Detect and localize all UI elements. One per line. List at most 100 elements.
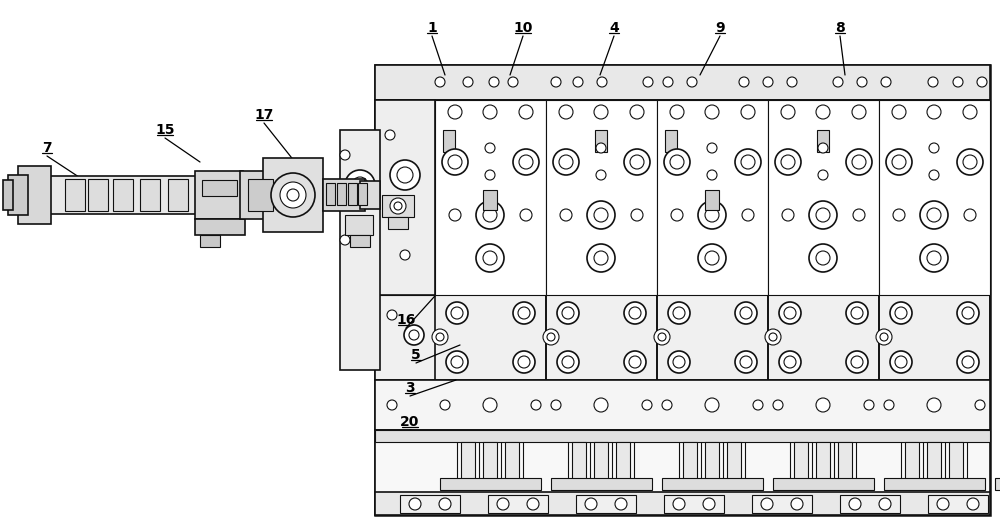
Circle shape [560,209,572,221]
Circle shape [345,170,375,200]
Circle shape [594,105,608,119]
Bar [400,495,460,513]
Circle shape [553,149,579,175]
Bar [572,442,586,480]
Circle shape [852,155,866,169]
Circle shape [740,307,752,319]
Circle shape [852,105,866,119]
Circle shape [927,251,941,265]
Circle shape [624,351,646,373]
Bar [488,495,548,513]
Circle shape [629,307,641,319]
Bar [3,180,13,210]
Circle shape [846,149,872,175]
Circle shape [673,307,685,319]
Bar [879,100,990,295]
Circle shape [387,310,397,320]
Circle shape [781,105,795,119]
Circle shape [597,77,607,87]
Circle shape [596,143,606,153]
Circle shape [446,351,468,373]
Circle shape [513,351,535,373]
Bar [595,130,607,152]
Bar [240,171,280,219]
Circle shape [594,398,608,412]
Bar [616,442,630,480]
Bar [113,179,133,211]
Bar [443,130,455,152]
Circle shape [761,498,773,510]
Bar [461,442,475,480]
Bar [773,478,874,490]
Circle shape [779,351,801,373]
Bar [195,219,245,235]
Bar [483,190,497,210]
Circle shape [463,77,473,87]
Circle shape [654,329,670,345]
Circle shape [769,333,777,341]
Circle shape [879,498,891,510]
Circle shape [594,251,608,265]
Bar [905,442,919,480]
Circle shape [520,209,532,221]
Bar [200,235,220,247]
Circle shape [451,356,463,368]
Circle shape [773,400,783,410]
Bar [683,442,697,480]
Bar [727,442,741,480]
Bar [360,181,380,209]
Circle shape [439,498,451,510]
Circle shape [833,77,843,87]
Circle shape [892,105,906,119]
Circle shape [787,77,797,87]
Circle shape [485,170,495,180]
Circle shape [953,77,963,87]
Bar [375,65,990,515]
Circle shape [551,77,561,87]
Circle shape [518,307,530,319]
Bar [375,65,990,100]
Circle shape [928,77,938,87]
Circle shape [742,209,754,221]
Bar [263,158,323,232]
Circle shape [927,398,941,412]
Circle shape [508,77,518,87]
Bar [375,100,435,295]
Bar [382,195,414,217]
Circle shape [784,356,796,368]
Circle shape [735,149,761,175]
Circle shape [957,351,979,373]
Circle shape [864,400,874,410]
Circle shape [937,498,949,510]
Circle shape [483,105,497,119]
Circle shape [271,173,315,217]
Bar [18,166,51,224]
Circle shape [448,105,462,119]
Circle shape [964,209,976,221]
Circle shape [527,498,539,510]
Circle shape [643,77,653,87]
Circle shape [624,149,650,175]
Circle shape [385,130,395,140]
Circle shape [390,198,406,214]
Bar [388,217,408,229]
Bar [768,100,879,295]
Circle shape [893,209,905,221]
Circle shape [927,105,941,119]
Text: 3: 3 [405,381,415,395]
Bar [323,179,365,211]
Circle shape [698,244,726,272]
Text: 17: 17 [254,108,274,122]
Circle shape [483,398,497,412]
Bar [551,478,652,490]
Circle shape [557,351,579,373]
Circle shape [664,149,690,175]
Circle shape [816,251,830,265]
Circle shape [876,329,892,345]
Circle shape [784,307,796,319]
Bar [350,235,370,247]
Circle shape [476,201,504,229]
Circle shape [735,351,757,373]
Bar [949,442,963,480]
Circle shape [779,302,801,324]
